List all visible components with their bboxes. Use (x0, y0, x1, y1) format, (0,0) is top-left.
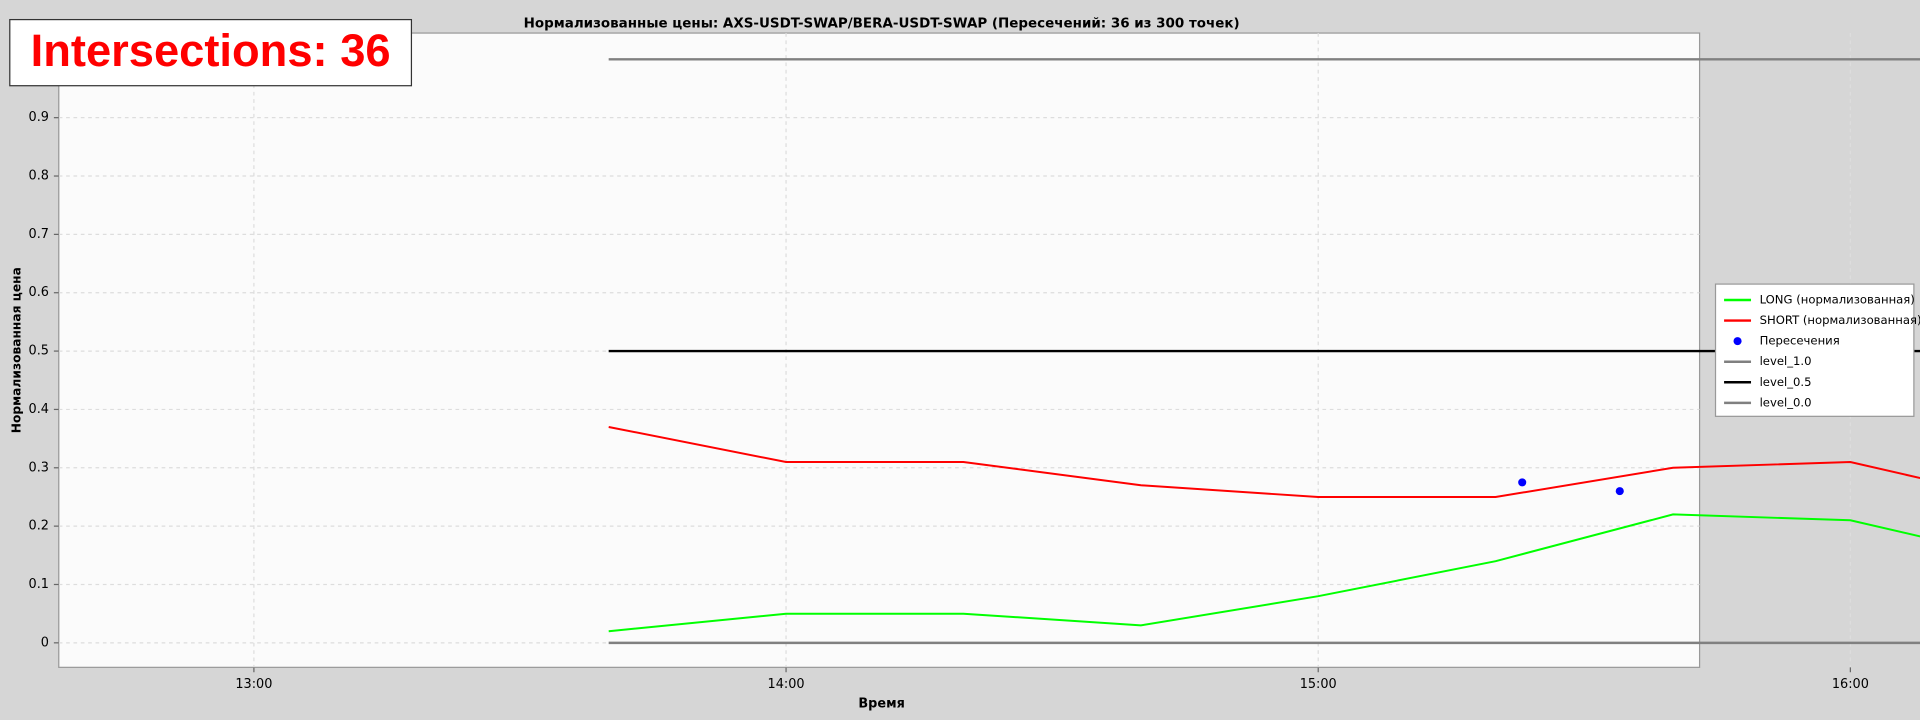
y-tick-label: 0.2 (29, 519, 49, 534)
legend-label: SHORT (нормализованная) (1760, 313, 1920, 327)
y-tick-label: 0.6 (29, 285, 49, 300)
intersection-point (1518, 478, 1527, 487)
y-tick-label: 0.1 (29, 577, 49, 592)
y-tick-label: 0.5 (29, 344, 49, 359)
y-tick-label: 0.4 (29, 402, 49, 417)
x-tick-label: 13:00 (235, 677, 272, 692)
x-tick-label: 14:00 (768, 677, 805, 692)
y-tick-label: 0 (41, 635, 49, 650)
legend-label: LONG (нормализованная) (1760, 293, 1915, 307)
legend-swatch (1733, 337, 1742, 346)
chart-title: Нормализованные цены: AXS-USDT-SWAP/BERA… (524, 16, 1240, 31)
y-tick-label: 0.8 (29, 169, 49, 184)
y-tick-label: 0.9 (29, 110, 49, 125)
annotation-box (9, 18, 413, 87)
x-axis-label: Время (858, 697, 904, 712)
legend-label: Пересечения (1760, 334, 1840, 348)
intersection-point (1615, 487, 1624, 496)
legend-label: level_1.0 (1760, 354, 1812, 368)
y-axis-label: Нормализованная цена (10, 267, 24, 433)
legend-label: level_0.0 (1760, 395, 1812, 409)
x-tick-label: 16:00 (1832, 677, 1869, 692)
y-tick-label: 0.7 (29, 227, 49, 242)
legend-label: level_0.5 (1760, 375, 1812, 389)
y-tick-label: 0.3 (29, 460, 49, 475)
legend-box (1714, 283, 1915, 417)
x-tick-label: 15:00 (1300, 677, 1337, 692)
annotation: Intersections: 36 (31, 25, 391, 76)
plot-layer (58, 33, 1920, 668)
